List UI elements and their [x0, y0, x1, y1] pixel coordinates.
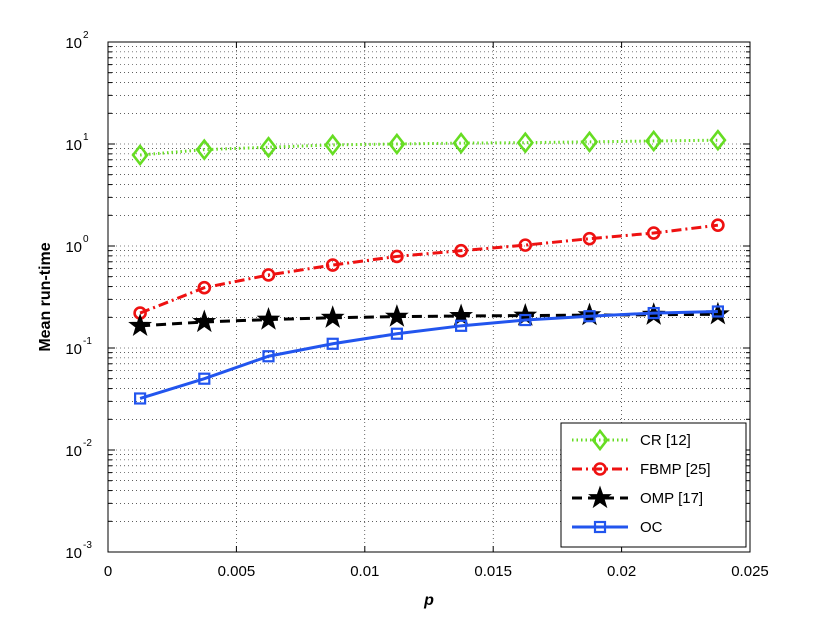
series-line	[139, 309, 718, 400]
circle-marker	[454, 243, 468, 258]
series-fbmp-25	[133, 218, 725, 320]
y-tick-label: 10	[65, 35, 82, 52]
x-tick-label: 0.005	[218, 563, 256, 580]
x-tick-label: 0.02	[607, 563, 636, 580]
series-line	[139, 223, 719, 315]
y-tick-exponent: 1	[83, 132, 89, 143]
square-marker	[134, 392, 147, 405]
star-marker	[128, 313, 153, 336]
legend-label: OMP [17]	[640, 490, 703, 507]
diamond-marker	[131, 143, 149, 167]
star-marker	[384, 304, 409, 327]
diamond-marker	[324, 133, 342, 157]
circle-marker	[325, 258, 340, 272]
square-marker	[647, 306, 660, 320]
square-marker	[519, 313, 532, 327]
y-axis-label: Mean run-time	[37, 242, 54, 351]
series-lines	[128, 129, 730, 405]
square-marker	[262, 350, 275, 363]
y-tick-label: 10	[65, 443, 82, 460]
legend-label: CR [12]	[640, 432, 691, 449]
y-tick-exponent: 2	[83, 30, 89, 41]
legend-label: FBMP [25]	[640, 461, 711, 478]
y-tick-label: 10	[65, 341, 82, 358]
diamond-marker	[388, 132, 406, 156]
circle-marker	[390, 249, 404, 264]
series-line	[140, 312, 718, 328]
y-tick-exponent: -3	[83, 540, 92, 551]
diamond-marker	[580, 130, 599, 153]
x-tick-label: 0.01	[350, 563, 379, 580]
y-tick-exponent: -1	[83, 336, 92, 347]
legend: CR [12] FBMP [25] OMP [17] OC	[560, 422, 747, 548]
circle-marker	[197, 280, 212, 295]
square-marker	[390, 327, 403, 340]
square-marker	[593, 520, 607, 534]
y-tick-label: 10	[65, 137, 82, 154]
circle-marker	[711, 218, 725, 232]
circle-marker	[518, 238, 533, 252]
star-marker	[320, 305, 345, 328]
y-tick-exponent: 0	[83, 234, 89, 245]
x-tick-label: 0	[104, 563, 112, 580]
star-marker	[577, 302, 602, 326]
x-tick-label: 0.025	[731, 563, 769, 580]
y-tick-exponent: -2	[83, 438, 92, 449]
diamond-marker	[709, 129, 727, 152]
star-marker	[192, 309, 217, 333]
diamond-marker	[452, 132, 470, 155]
legend-label: OC	[640, 519, 663, 536]
square-marker	[711, 305, 725, 318]
star-marker	[588, 485, 612, 509]
square-marker	[198, 372, 211, 385]
square-marker	[583, 310, 596, 323]
series-cr-12	[131, 129, 727, 167]
square-marker	[455, 319, 468, 332]
star-marker	[256, 307, 281, 330]
diamond-marker	[259, 136, 278, 159]
series-oc	[134, 305, 725, 405]
diamond-marker	[195, 138, 213, 161]
x-tick-label: 0.015	[474, 563, 512, 580]
circle-marker	[261, 268, 276, 282]
series-line	[139, 138, 718, 157]
circle-marker	[593, 462, 607, 476]
square-marker	[326, 337, 339, 350]
diamond-marker	[645, 129, 663, 153]
y-tick-label: 10	[65, 239, 82, 256]
y-tick-label: 10	[65, 545, 82, 562]
diamond-marker	[516, 131, 534, 154]
circle-marker	[646, 226, 661, 240]
circle-marker	[582, 231, 597, 246]
diamond-marker	[591, 428, 609, 452]
x-axis-label: p	[423, 592, 434, 609]
plot-frame	[107, 41, 751, 553]
